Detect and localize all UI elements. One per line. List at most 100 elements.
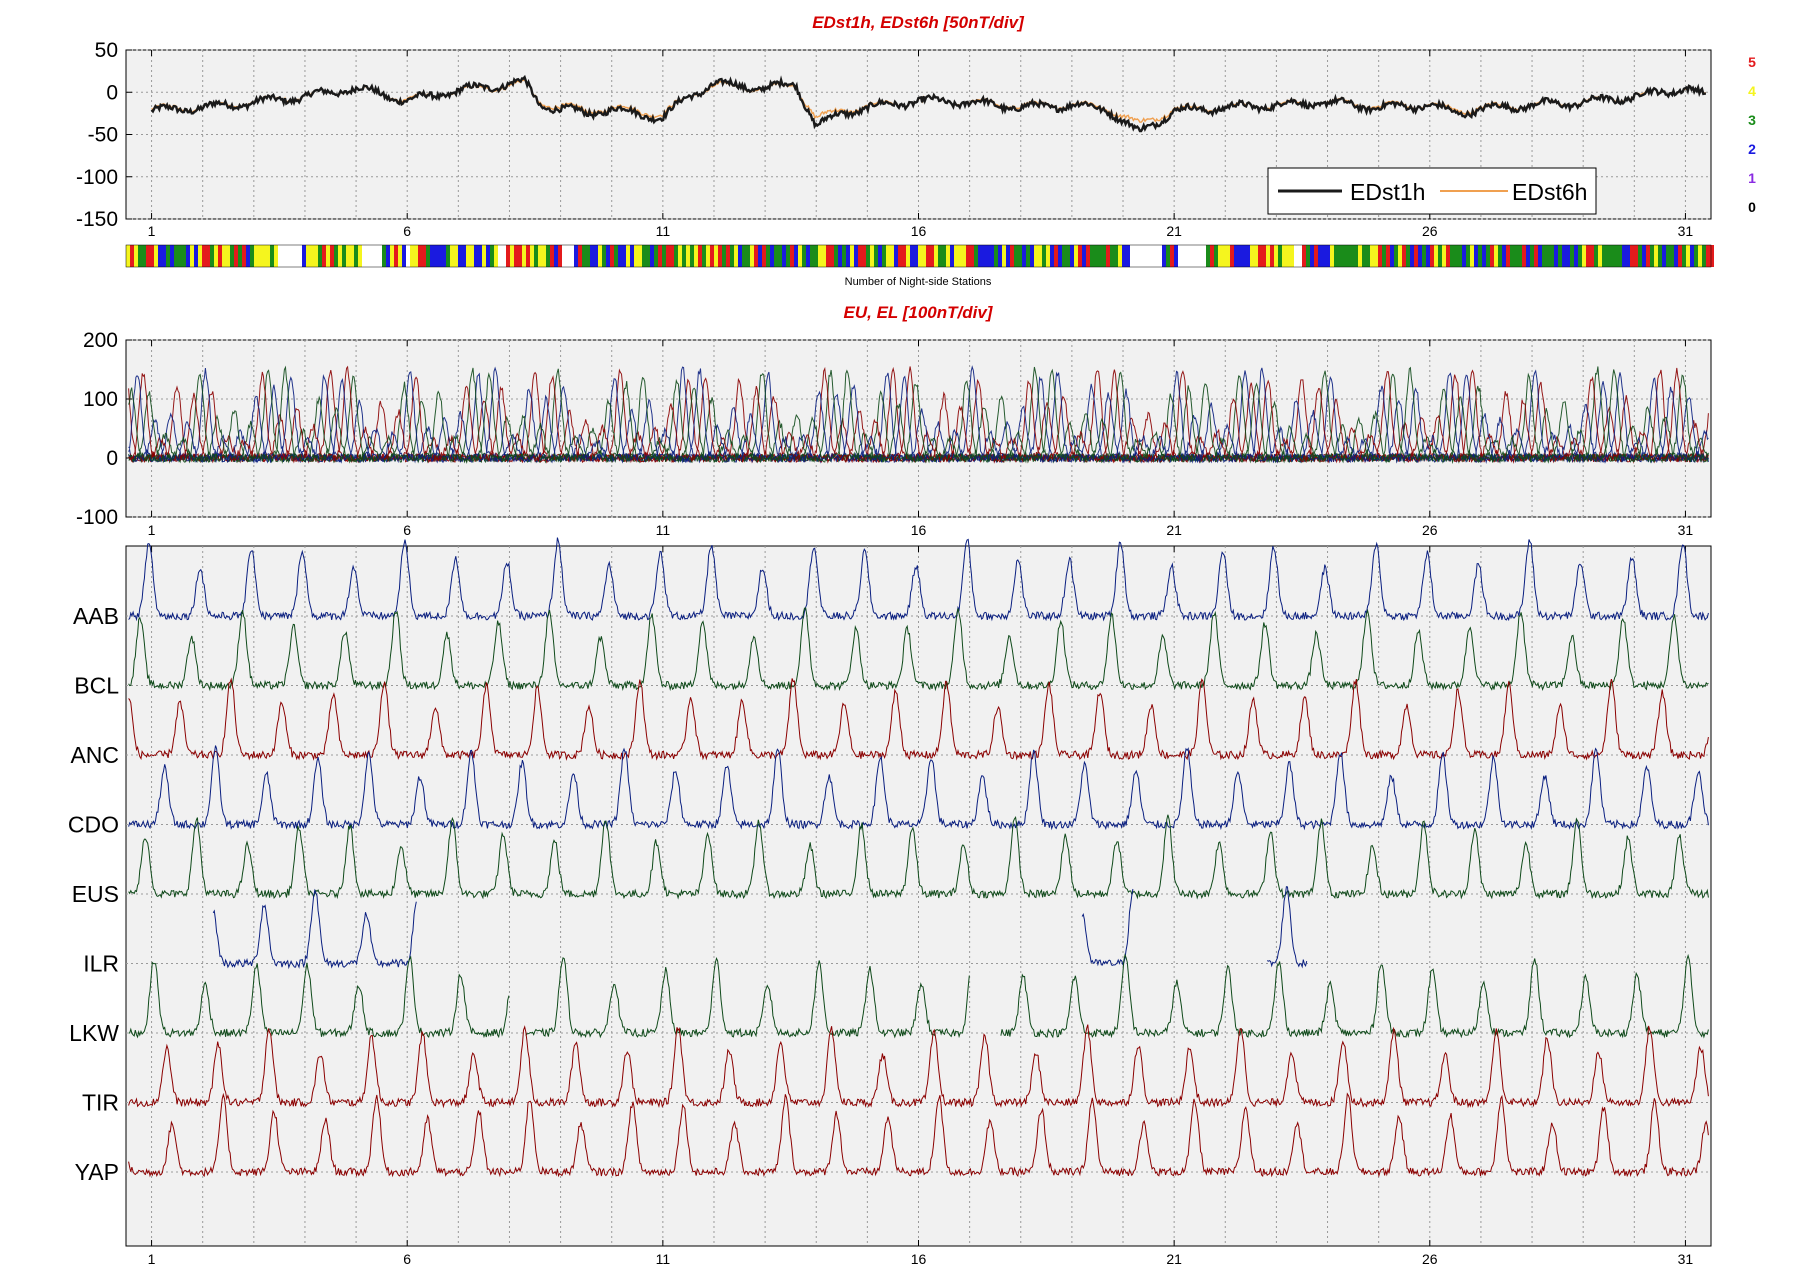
strip-segment bbox=[1382, 245, 1386, 267]
strip-segment bbox=[1486, 245, 1490, 267]
strip-segment bbox=[1510, 245, 1514, 267]
strip-segment bbox=[1634, 245, 1638, 267]
strip-segment bbox=[230, 245, 234, 267]
strip-segment bbox=[1670, 245, 1674, 267]
strip-segment bbox=[1082, 245, 1086, 267]
strip-segment bbox=[558, 245, 562, 267]
station-trace-lkw bbox=[128, 953, 1709, 1039]
strip-segment bbox=[990, 245, 994, 267]
strip-segment bbox=[1534, 245, 1538, 267]
strip-segment bbox=[726, 245, 730, 267]
strip-segment bbox=[182, 245, 186, 267]
strip-segment bbox=[1518, 245, 1522, 267]
strip-segment bbox=[1098, 245, 1102, 267]
strip-segment bbox=[414, 245, 418, 267]
strip-segment bbox=[1438, 245, 1442, 267]
strip-segment bbox=[902, 245, 906, 267]
strip-segment bbox=[202, 245, 206, 267]
strip-segment bbox=[1050, 245, 1054, 267]
strip-segment bbox=[1482, 245, 1486, 267]
strip-segment bbox=[1030, 245, 1034, 267]
strip-segment bbox=[954, 245, 958, 267]
strip-segment bbox=[1094, 245, 1098, 267]
strip-segment bbox=[1474, 245, 1478, 267]
station-trace-yap bbox=[128, 1092, 1709, 1178]
strip-segment bbox=[1694, 245, 1698, 267]
strip-segment bbox=[1650, 245, 1654, 267]
y-tick-label: 0 bbox=[106, 81, 118, 104]
strip-segment bbox=[1034, 245, 1038, 267]
strip-segment bbox=[838, 245, 842, 267]
strip-segment bbox=[710, 245, 714, 267]
strip-segment bbox=[1250, 245, 1254, 267]
strip-segment bbox=[910, 245, 914, 267]
strip-segment bbox=[1470, 245, 1474, 267]
strip-segment bbox=[1590, 245, 1594, 267]
strip-segment bbox=[786, 245, 790, 267]
strip-segment bbox=[550, 245, 554, 267]
strip-segment bbox=[1254, 245, 1258, 267]
colorbar-label-0: 0 bbox=[1748, 199, 1756, 215]
strip-segment bbox=[462, 245, 466, 267]
station-label-eus: EUS bbox=[72, 881, 119, 907]
y-tick-label: -150 bbox=[76, 208, 118, 231]
strip-segment bbox=[482, 245, 486, 267]
strip-segment bbox=[934, 245, 938, 267]
strip-segment bbox=[1362, 245, 1366, 267]
strip-segment bbox=[190, 245, 194, 267]
strip-segment bbox=[218, 245, 222, 267]
strip-segment bbox=[1494, 245, 1498, 267]
station-label-anc: ANC bbox=[70, 742, 119, 768]
strip-segment bbox=[1018, 245, 1022, 267]
strip-segment bbox=[470, 245, 474, 267]
strip-segment bbox=[1026, 245, 1030, 267]
strip-segment bbox=[1046, 245, 1050, 267]
strip-segment bbox=[1430, 245, 1434, 267]
eu-el-y-ticks: 200 100 0 -100 bbox=[76, 329, 132, 529]
x-tick-label: 1 bbox=[148, 522, 156, 538]
strip-segment bbox=[1162, 245, 1166, 267]
strip-segment bbox=[1710, 245, 1714, 267]
station-label-cdo: CDO bbox=[68, 812, 119, 838]
strip-segment bbox=[1214, 245, 1218, 267]
strip-segment bbox=[426, 245, 430, 267]
strip-segment bbox=[1066, 245, 1070, 267]
strip-segment bbox=[146, 245, 150, 267]
strip-segment bbox=[1546, 245, 1550, 267]
strip-segment bbox=[938, 245, 942, 267]
strip-segment bbox=[450, 245, 454, 267]
x-tick-label: 1 bbox=[148, 223, 156, 239]
strip-segment bbox=[1394, 245, 1398, 267]
strip-segment bbox=[430, 245, 434, 267]
strip-segment bbox=[858, 245, 862, 267]
strip-segment bbox=[814, 245, 818, 267]
strip-segment bbox=[1330, 245, 1334, 267]
strip-segment bbox=[1282, 245, 1286, 267]
strip-segment bbox=[302, 245, 306, 267]
strip-segment bbox=[310, 245, 314, 267]
strip-segment bbox=[686, 245, 690, 267]
strip-segment bbox=[758, 245, 762, 267]
strip-segment bbox=[418, 245, 422, 267]
station-trace-cdo bbox=[128, 745, 1709, 831]
strip-segment bbox=[1342, 245, 1346, 267]
strip-segment bbox=[318, 245, 322, 267]
strip-segment bbox=[150, 245, 154, 267]
strip-segment bbox=[946, 245, 950, 267]
strip-segment bbox=[1374, 245, 1378, 267]
strip-segment bbox=[694, 245, 698, 267]
strip-segment bbox=[1366, 245, 1370, 267]
strip-segment bbox=[762, 245, 766, 267]
strip-segment bbox=[634, 245, 638, 267]
strip-segment bbox=[1538, 245, 1542, 267]
strip-segment bbox=[346, 245, 350, 267]
strip-segment bbox=[962, 245, 966, 267]
strip-segment bbox=[754, 245, 758, 267]
dst-panel-title: EDst1h, EDst6h [50nT/div] bbox=[812, 13, 1025, 32]
station-grid bbox=[126, 546, 1711, 1246]
strip-segment bbox=[598, 245, 602, 267]
station-label-ilr: ILR bbox=[83, 951, 119, 977]
strip-segment bbox=[578, 245, 582, 267]
strip-segment bbox=[626, 245, 630, 267]
x-tick-label: 21 bbox=[1166, 223, 1182, 239]
